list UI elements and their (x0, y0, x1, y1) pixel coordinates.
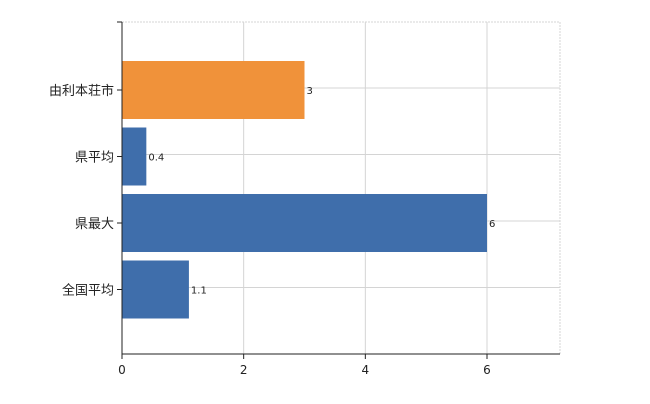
x-tick-label: 2 (240, 363, 248, 377)
category-label: 全国平均 (62, 283, 114, 299)
bars (122, 61, 487, 319)
category-label: 由利本荘市 (49, 83, 114, 99)
value-label: 0.4 (148, 153, 164, 164)
axes (117, 21, 560, 359)
category-label: 県最大 (75, 217, 114, 232)
value-label: 6 (489, 219, 495, 230)
labels: 3 由利本荘市 0.4 県平均 6 県最大 1.1 全国平均 0 2 4 6 (49, 83, 495, 377)
gridlines (122, 21, 561, 354)
bar-3 (122, 194, 487, 252)
x-tick-label: 0 (118, 363, 126, 377)
bar-4 (122, 260, 189, 319)
category-label: 県平均 (75, 151, 114, 166)
x-tick-label: 4 (362, 363, 370, 377)
bar-2 (122, 127, 147, 186)
bar-1 (122, 61, 305, 119)
x-tick-label: 6 (483, 363, 491, 377)
value-label: 1.1 (191, 286, 207, 297)
value-label: 3 (307, 86, 313, 97)
